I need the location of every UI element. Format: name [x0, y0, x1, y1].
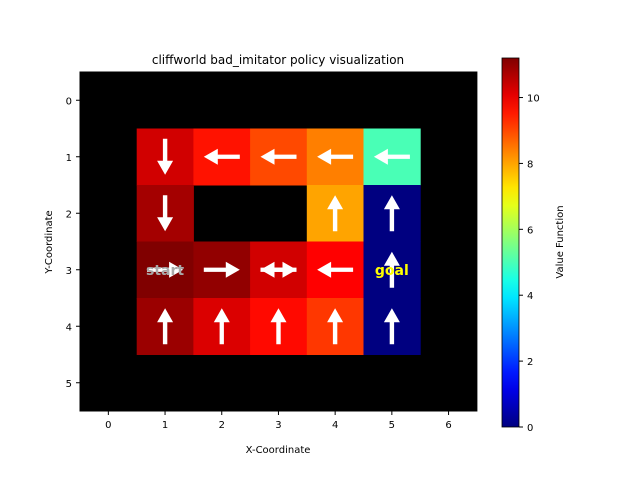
policy-arrow-left	[203, 148, 240, 165]
policy-arrow-down	[157, 195, 174, 232]
plot-area: start goal	[79, 71, 478, 412]
policy-arrow-left	[373, 148, 410, 165]
colorbar-label: Value Function	[555, 205, 566, 278]
x-tick-label: 4	[332, 420, 338, 431]
x-tick-label: 0	[105, 420, 111, 431]
policy-arrow-up	[383, 251, 400, 288]
start-label: start	[146, 263, 184, 279]
y-tick-label: 2	[66, 209, 72, 220]
colorbar-tick-label: 0	[527, 423, 533, 434]
colorbar-tick-label: 2	[527, 357, 533, 368]
colorbar-tick-label: 4	[527, 291, 533, 302]
y-tick-label: 5	[66, 379, 72, 390]
x-tick-label: 2	[219, 420, 225, 431]
policy-arrow-right	[147, 261, 184, 278]
policy-arrow-up	[213, 308, 230, 345]
policy-arrow-up	[327, 308, 344, 345]
policy-arrow-right	[203, 261, 240, 278]
colorbar: 0 2 4 6 8 10	[501, 57, 540, 434]
x-axis: 0 1 2 3 4 5 6	[105, 411, 452, 431]
x-tick-label: 3	[275, 420, 281, 431]
policy-arrow-left	[317, 261, 354, 278]
x-axis-label: X-Coordinate	[246, 445, 311, 456]
policy-arrow-up	[270, 308, 287, 345]
x-tick-label: 5	[389, 420, 395, 431]
x-tick-label: 6	[445, 420, 451, 431]
policy-arrow-left	[260, 261, 297, 278]
colorbar-gradient	[501, 57, 520, 428]
colorbar-tick-label: 6	[527, 225, 533, 236]
policy-arrow-left	[317, 148, 354, 165]
y-tick-label: 3	[66, 266, 72, 277]
y-axis-label: Y-Coordinate	[44, 210, 55, 274]
y-axis: 0 1 2 3 4 5	[66, 96, 80, 390]
policy-arrow-left	[260, 148, 297, 165]
policy-arrow-down	[157, 138, 174, 175]
colorbar-tick-label: 10	[527, 94, 540, 105]
y-tick-label: 4	[66, 322, 72, 333]
goal-label: goal	[375, 263, 409, 279]
policy-arrow-up	[157, 308, 174, 345]
y-tick-label: 1	[66, 153, 72, 164]
x-tick-label: 1	[162, 420, 168, 431]
policy-arrow-up	[327, 195, 344, 232]
policy-arrow-up	[383, 195, 400, 232]
y-tick-label: 0	[66, 96, 72, 107]
chart-title: cliffworld bad_imitator policy visualiza…	[152, 53, 404, 67]
policy-arrow-up	[383, 308, 400, 345]
colorbar-tick-label: 8	[527, 159, 533, 170]
